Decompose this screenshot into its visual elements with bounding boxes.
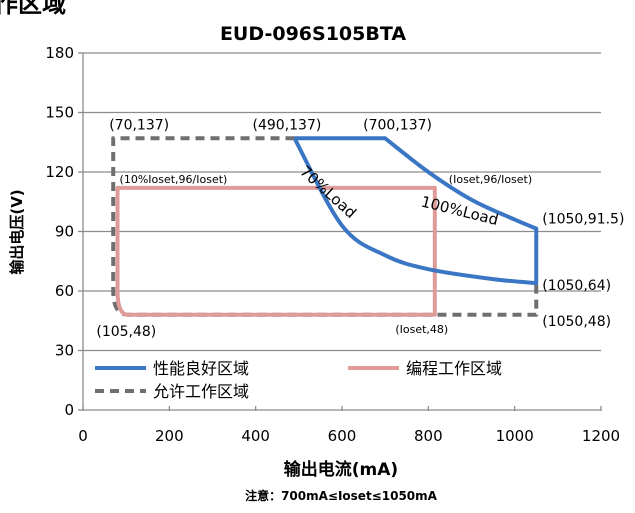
y-tick-label-120: 120 [45,163,74,181]
curve-label-1: 100%Load [419,193,500,230]
legend-label-2: 允许工作区域 [153,382,249,401]
x-tick-label-800: 800 [414,427,443,445]
legend-label-1: 编程工作区域 [406,359,502,378]
point-annotation-2: (700,137) [363,117,432,133]
x-tick-label-0: 0 [78,427,88,445]
point-annotation-7: (1050,48) [542,314,611,330]
page-heading-fragment: 作区域 [0,0,66,18]
curve-label-0: 70%Load [296,162,360,222]
chart-title: EUD-096S105BTA [220,23,406,45]
annotation-layer: (70,137) (490,137) (700,137) (10%Ioset,96/I… [96,117,624,340]
series-layer [111,136,539,317]
y-tick-label-60: 60 [55,282,74,300]
footnote: 注意：700mA≤Ioset≤1050mA [245,488,438,503]
y-tick-label-90: 90 [55,223,74,241]
y-tick-label-0: 0 [64,401,74,419]
y-tick-label-30: 30 [55,342,74,360]
y-tick-label-180: 180 [45,44,74,62]
point-annotation-8: (105,48) [96,324,156,340]
y-axis-label: 输出电压(V) [8,189,26,274]
point-annotation-0: (70,137) [109,117,169,133]
x-tick-label-600: 600 [328,427,357,445]
point-annotation-3: (10%Ioset,96/Ioset) [120,173,228,186]
x-axis-label: 输出电流(mA) [284,459,398,480]
x-tick-label-1000: 1000 [496,427,534,445]
point-annotation-9: (Ioset,48) [395,323,448,336]
series-line-2 [111,136,539,317]
x-tick-label-200: 200 [155,427,184,445]
y-tick-label-150: 150 [45,104,74,122]
gridlines [83,52,601,352]
x-tick-label-1200: 1200 [582,427,620,445]
legend-label-0: 性能良好区域 [153,359,249,378]
x-tick-label-400: 400 [241,427,270,445]
series-line-0 [292,136,539,286]
point-annotation-6: (1050,64) [542,278,611,294]
axes: 0 30 60 90 120 150 180 0 200 400 600 800 1000 1200 [45,44,620,445]
point-annotation-4: (Ioset,96/Ioset) [449,173,532,186]
series-line-1 [115,185,437,317]
point-annotation-1: (490,137) [253,117,322,133]
point-annotation-5: (1050,91.5) [542,212,624,228]
